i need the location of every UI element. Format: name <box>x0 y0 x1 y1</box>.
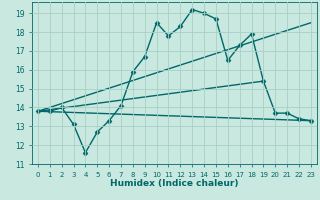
X-axis label: Humidex (Indice chaleur): Humidex (Indice chaleur) <box>110 179 239 188</box>
